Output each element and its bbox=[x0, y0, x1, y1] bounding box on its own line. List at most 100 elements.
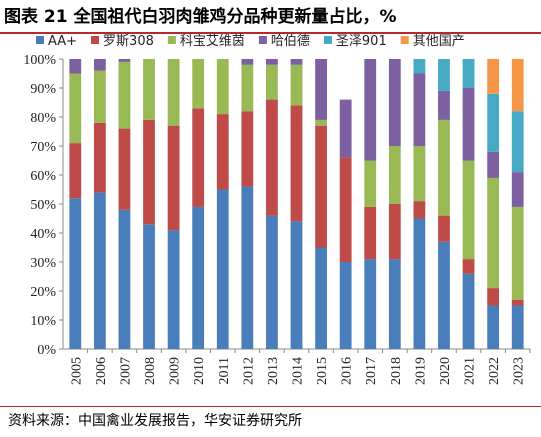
bar-segment bbox=[339, 99, 352, 158]
x-tick-label: 2005 bbox=[69, 357, 84, 385]
bar-segment bbox=[192, 108, 205, 207]
bar-segment bbox=[216, 189, 229, 349]
bar-segment bbox=[339, 262, 352, 349]
legend-swatch bbox=[323, 36, 332, 44]
bar-segment bbox=[93, 192, 106, 349]
x-tick-label: 2022 bbox=[487, 357, 502, 385]
bar-segment bbox=[69, 73, 82, 144]
bar-segment bbox=[241, 59, 254, 65]
bar-segment bbox=[487, 93, 500, 152]
y-tick-label: 70% bbox=[30, 140, 56, 155]
stacked-bar-chart: 0% 10% 20% 30% 40% 50% 60% 70% 80% 90% 100% 2005 200… bbox=[23, 34, 531, 385]
bar-segment bbox=[290, 64, 303, 106]
bar-segment bbox=[266, 99, 278, 216]
bar-segment bbox=[118, 128, 131, 210]
bar-segment bbox=[462, 160, 475, 260]
bar-segment bbox=[413, 218, 426, 349]
bar-segment bbox=[511, 59, 524, 112]
x-tick-label: 2021 bbox=[463, 357, 478, 385]
bar-segment bbox=[438, 215, 450, 242]
bar-segment bbox=[339, 157, 352, 262]
bar-segment bbox=[315, 125, 327, 248]
bar-segment bbox=[290, 59, 303, 65]
bar-segment bbox=[462, 59, 475, 88]
bar-segment bbox=[290, 105, 303, 222]
bar-segment bbox=[511, 305, 524, 349]
x-tick-label: 2013 bbox=[266, 357, 281, 385]
y-tick-label: 0% bbox=[37, 343, 56, 358]
source-note: 资料来源：中国禽业发展报告，华安证券研究所 bbox=[8, 413, 302, 429]
bar-segment bbox=[192, 59, 205, 109]
bar-segment bbox=[462, 259, 475, 274]
bar-segment bbox=[511, 111, 524, 173]
x-tick-label: 2008 bbox=[143, 357, 158, 385]
y-tick-label: 60% bbox=[30, 169, 56, 184]
bar-segment bbox=[93, 122, 106, 193]
bar-segment bbox=[241, 64, 254, 112]
bar-segment bbox=[315, 247, 327, 349]
legend-label: AA+ bbox=[48, 34, 77, 49]
bar-segment bbox=[388, 59, 401, 146]
bar-segment bbox=[511, 206, 524, 300]
bar-segment bbox=[511, 299, 524, 306]
y-tick-label: 10% bbox=[30, 314, 56, 329]
bar-segment bbox=[388, 146, 401, 204]
bar-segment bbox=[192, 206, 205, 349]
bar-segment bbox=[388, 259, 401, 349]
bar-segment bbox=[487, 59, 500, 94]
bar-segment bbox=[364, 259, 377, 349]
bar-segment bbox=[266, 215, 278, 349]
x-tick-label: 2014 bbox=[291, 357, 306, 385]
bar-segment bbox=[266, 64, 278, 100]
bar-segment bbox=[93, 70, 106, 123]
bar-segment bbox=[93, 59, 106, 71]
legend-swatch bbox=[400, 36, 409, 44]
x-tick-label: 2019 bbox=[413, 357, 428, 385]
y-tick-label: 50% bbox=[30, 198, 56, 213]
bar-segment bbox=[143, 224, 155, 349]
legend-label: 其他国产 bbox=[413, 34, 465, 49]
legend-swatch bbox=[167, 36, 176, 44]
bar-segment bbox=[487, 288, 500, 306]
figure-title: 图表 21 全国祖代白羽肉雏鸡分品种更新量占比，% bbox=[4, 7, 397, 27]
y-tick-label: 30% bbox=[30, 256, 56, 271]
bar-segment bbox=[487, 177, 500, 289]
bar-segment bbox=[118, 59, 131, 62]
bar-segment bbox=[487, 151, 500, 178]
bar-segment bbox=[241, 111, 254, 187]
x-tick-label: 2011 bbox=[217, 357, 232, 384]
bar-segment bbox=[69, 198, 82, 349]
x-tick-label: 2023 bbox=[512, 357, 527, 385]
x-tick-label: 2020 bbox=[438, 357, 453, 385]
bar-segment bbox=[413, 73, 426, 146]
y-tick-label: 100% bbox=[23, 53, 56, 68]
legend-swatch bbox=[91, 36, 100, 44]
bar-segment bbox=[462, 88, 475, 161]
bar-segment bbox=[241, 186, 254, 349]
x-tick-label: 2006 bbox=[94, 357, 109, 385]
legend-swatch bbox=[36, 36, 44, 44]
legend-swatch bbox=[258, 36, 267, 44]
bar-segment bbox=[167, 230, 180, 349]
bar-segment bbox=[290, 221, 303, 349]
y-tick-label: 80% bbox=[30, 111, 56, 126]
bar-segment bbox=[216, 59, 229, 115]
bar-segment bbox=[143, 59, 155, 120]
bar-segment bbox=[69, 59, 82, 74]
x-tick-label: 2012 bbox=[241, 357, 256, 385]
bar-segment bbox=[167, 125, 180, 231]
bar-segment bbox=[315, 119, 327, 126]
bar-segment bbox=[266, 59, 278, 65]
bar-segment bbox=[413, 146, 426, 202]
bar-segment bbox=[118, 61, 131, 129]
legend-label: 科宝艾维茵 bbox=[180, 34, 245, 49]
bar-segment bbox=[413, 59, 426, 74]
bar-segment bbox=[462, 273, 475, 349]
bar-segment bbox=[118, 209, 131, 349]
bar-segment bbox=[438, 119, 450, 216]
bar-segment bbox=[438, 59, 450, 91]
legend-label: 罗斯308 bbox=[103, 34, 154, 49]
x-tick-label: 2016 bbox=[340, 357, 355, 385]
bar-segment bbox=[167, 59, 180, 126]
